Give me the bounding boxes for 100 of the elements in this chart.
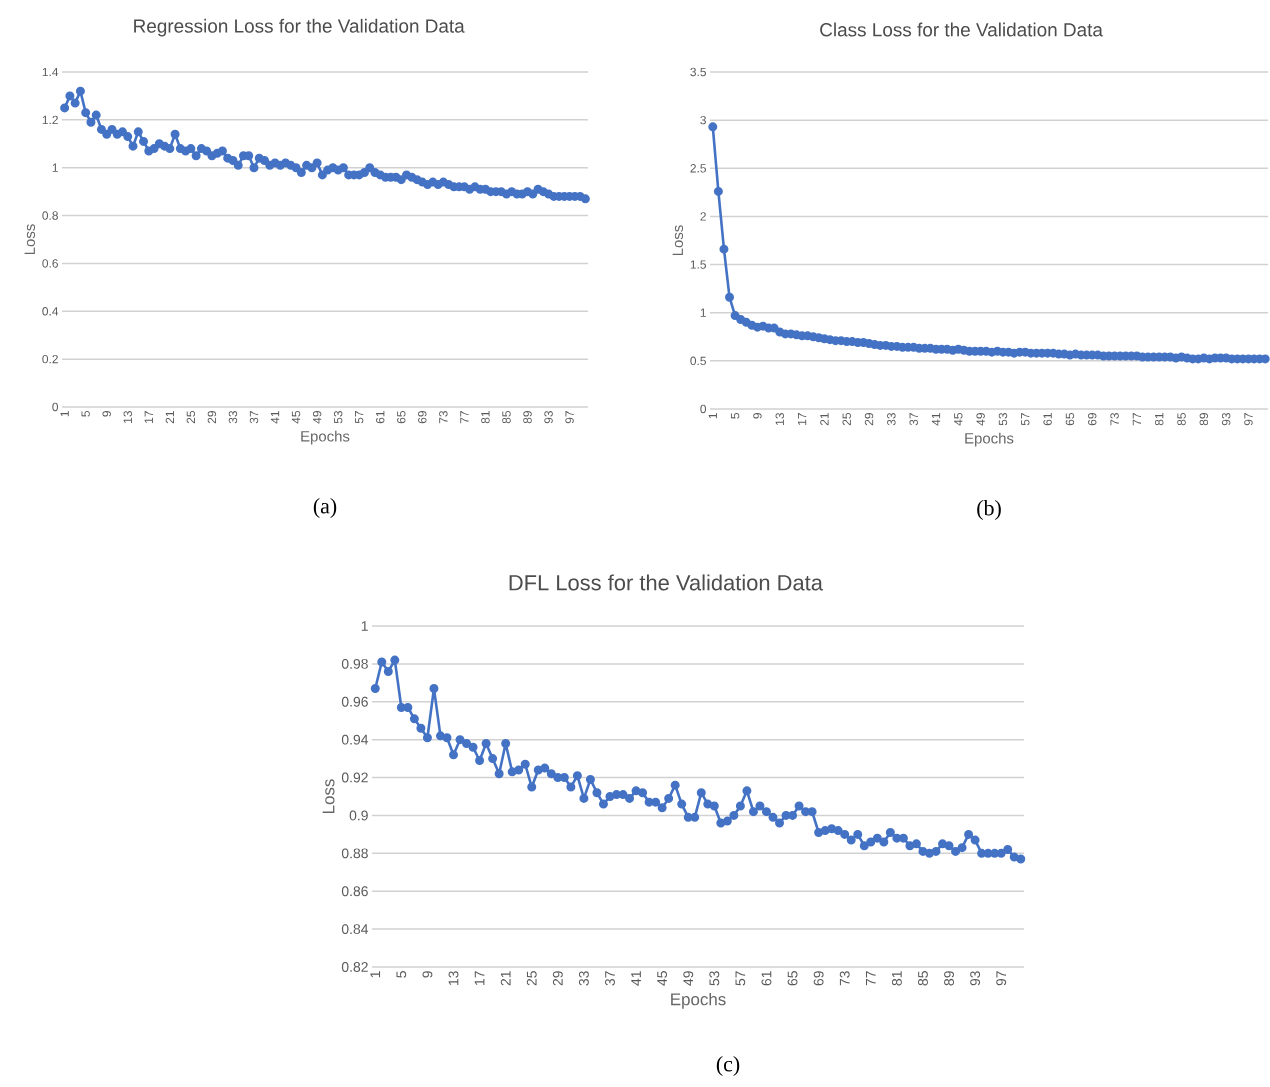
x-tick-label: 45 (657, 971, 668, 986)
x-tick-label: 45 (954, 413, 963, 426)
x-tick-label: 65 (787, 971, 798, 986)
y-tick-label: 0.4 (42, 307, 59, 316)
x-tick-label: 29 (552, 971, 563, 986)
y-tick-label: 0.5 (690, 356, 706, 366)
y-tick-label: 0.94 (341, 734, 369, 745)
x-tick-label: 25 (186, 411, 196, 424)
x-tick-label: 29 (207, 411, 217, 424)
x-axis-title: Epochs (301, 430, 350, 445)
x-tick-label: 13 (775, 413, 784, 425)
y-axis-title: Loss (24, 224, 36, 255)
x-tick-label: 37 (605, 971, 615, 986)
x-tick-label: 9 (753, 413, 762, 419)
x-tick-label: 5 (730, 413, 740, 419)
y-tick-label: 2.5 (690, 164, 706, 173)
x-tick-label: 77 (1132, 413, 1141, 426)
y-tick-label: 0 (52, 402, 59, 412)
x-tick-label: 89 (1199, 413, 1209, 426)
x-tick-label: 45 (291, 411, 301, 424)
y-tick-label: 0.92 (341, 772, 368, 783)
x-tick-label: 69 (1088, 413, 1097, 426)
x-tick-label: 33 (228, 411, 238, 424)
x-tick-label: 9 (422, 971, 433, 978)
x-tick-label: 29 (864, 413, 874, 426)
x-tick-label: 37 (249, 411, 259, 424)
x-tick-label: 53 (333, 411, 343, 424)
x-tick-label: 81 (891, 971, 902, 986)
x-tick-label: 57 (735, 971, 746, 986)
x-tick-label: 65 (397, 411, 406, 424)
x-tick-label: 1 (370, 971, 381, 978)
y-tick-label: 1 (361, 621, 368, 631)
y-tick-label: 0.9 (349, 810, 368, 821)
y-tick-label: 0.86 (341, 886, 368, 897)
x-tick-label: 77 (460, 411, 469, 424)
x-tick-label: 17 (144, 411, 153, 423)
y-tick-label: 3.5 (690, 67, 706, 77)
y-tick-label: 0.84 (341, 924, 369, 935)
x-tick-label: 57 (1021, 413, 1030, 426)
y-tick-label: 2 (700, 212, 706, 221)
x-tick-label: 73 (439, 411, 448, 424)
x-tick-label: 37 (909, 413, 918, 426)
y-tick-label: 0.82 (341, 962, 368, 972)
y-tick-label: 0.98 (341, 658, 368, 669)
x-tick-label: 73 (839, 971, 850, 986)
x-tick-label: 41 (631, 971, 641, 986)
x-tick-label: 49 (976, 413, 985, 426)
x-tick-label: 33 (887, 413, 896, 426)
text: (c) (716, 1056, 740, 1076)
x-tick-label: 49 (683, 971, 694, 986)
x-tick-label: 93 (1221, 413, 1231, 426)
x-tick-label: 89 (523, 411, 532, 424)
x-tick-label: 25 (526, 971, 537, 986)
x-tick-label: 1 (708, 413, 717, 419)
x-tick-label: 49 (312, 411, 322, 424)
x-tick-label: 33 (578, 971, 589, 986)
x-tick-label: 17 (474, 971, 485, 985)
y-tick-label: 1 (52, 163, 58, 172)
x-tick-label: 17 (797, 413, 807, 425)
x-tick-label: 61 (376, 411, 385, 424)
x-tick-label: 93 (544, 411, 553, 424)
y-tick-label: 0.88 (341, 848, 368, 859)
x-tick-label: 97 (565, 411, 574, 424)
text: (a) (313, 498, 337, 518)
y-tick-label: 1.2 (42, 115, 58, 125)
x-tick-label: 97 (1244, 413, 1253, 426)
x-tick-label: 53 (998, 413, 1008, 426)
x-tick-label: 61 (761, 971, 772, 986)
x-tick-label: 5 (396, 971, 407, 978)
x-tick-label: 69 (418, 411, 427, 424)
x-tick-label: 85 (918, 971, 928, 986)
x-tick-label: 13 (123, 411, 132, 423)
y-tick-label: 0.2 (42, 354, 58, 364)
y-tick-label: 0.6 (42, 259, 58, 268)
x-tick-label: 97 (996, 971, 1007, 986)
x-tick-label: 81 (1154, 413, 1164, 426)
x-tick-label: 65 (1065, 413, 1075, 426)
x-tick-label: 9 (102, 411, 111, 417)
x-tick-label: 85 (502, 411, 511, 424)
x-tick-label: 21 (165, 411, 175, 424)
x-tick-label: 73 (1110, 413, 1119, 426)
x-tick-label: 41 (931, 413, 941, 426)
y-tick-label: 1.5 (690, 260, 706, 269)
text: (b) (977, 500, 1001, 520)
x-tick-label: 21 (500, 971, 511, 986)
x-tick-label: 21 (820, 413, 829, 426)
x-tick-label: 93 (970, 971, 981, 986)
chart-title: Class Loss for the Validation Data (820, 22, 1103, 37)
x-tick-label: 13 (448, 971, 459, 985)
chart-title: Regression Loss for the Validation Data (134, 18, 465, 37)
y-tick-label: 0.8 (42, 211, 58, 220)
x-tick-label: 89 (944, 971, 954, 986)
x-tick-label: 69 (813, 971, 824, 986)
y-tick-label: 0.96 (341, 696, 368, 707)
x-axis-title: Epochs (671, 992, 726, 1009)
x-tick-label: 5 (81, 411, 90, 417)
y-axis-title: Loss (322, 779, 335, 813)
x-tick-label: 85 (1177, 413, 1186, 426)
y-tick-label: 0 (700, 404, 707, 414)
x-tick-label: 41 (270, 411, 280, 424)
